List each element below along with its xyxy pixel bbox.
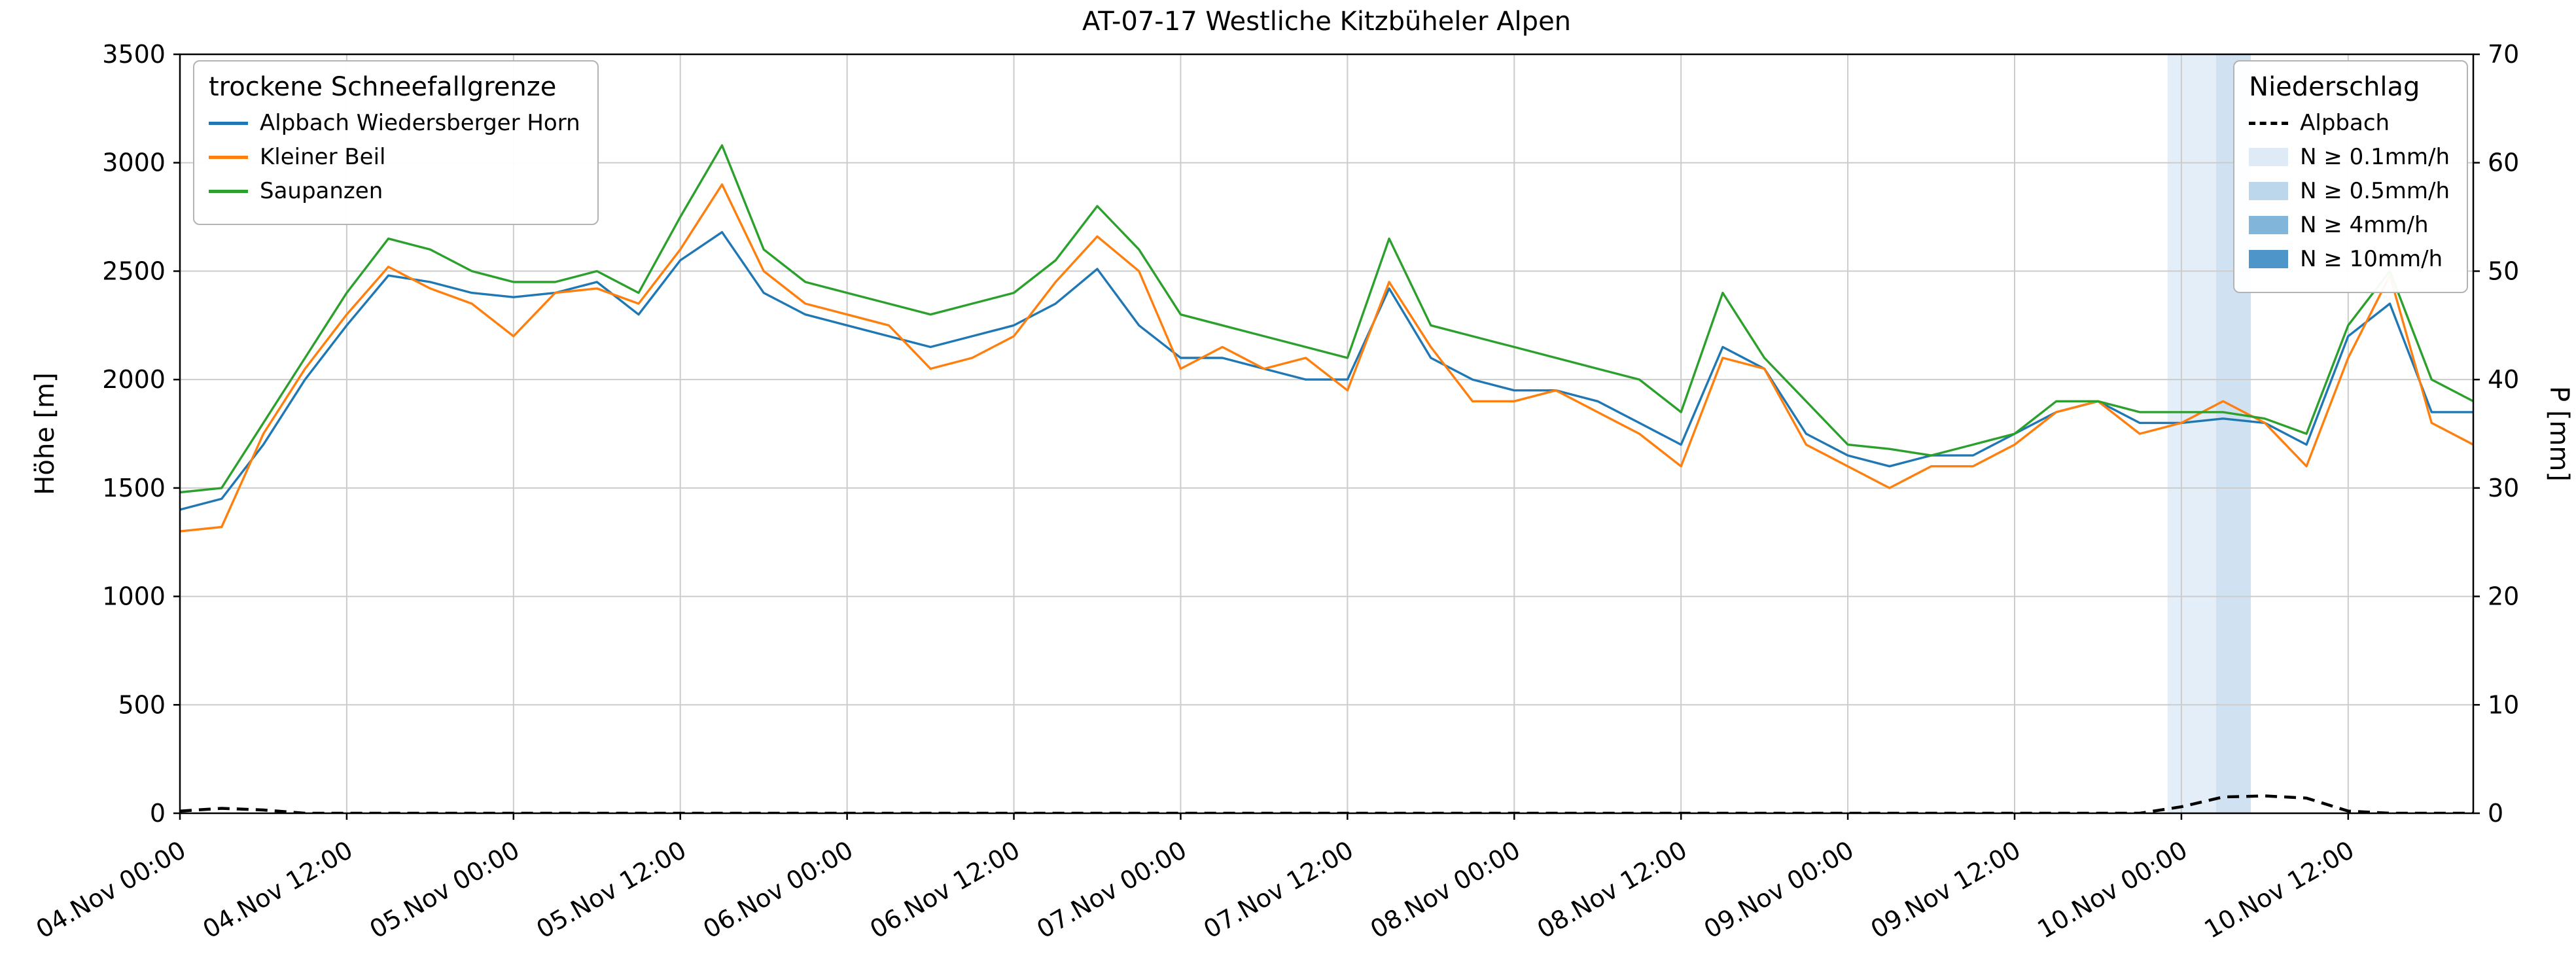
x-tick-label: 05.Nov 12:00 bbox=[531, 835, 691, 944]
legend-precipitation: Niederschlag Alpbach N ≥ 0.1mm/h N ≥ 0.5m… bbox=[2233, 60, 2468, 293]
y-axis-label-left: Höhe [m] bbox=[30, 372, 60, 495]
legend-entry-alpbach-precip: Alpbach bbox=[2249, 110, 2450, 136]
y-left-tick-label: 3500 bbox=[102, 40, 166, 69]
legend-entry-precip-band: N ≥ 0.1mm/h bbox=[2249, 144, 2450, 170]
legend-entry-precip-band: N ≥ 4mm/h bbox=[2249, 212, 2450, 238]
x-tick-label: 09.Nov 00:00 bbox=[1699, 835, 1859, 944]
precip-span bbox=[2167, 54, 2217, 813]
legend-snowfall-line: trockene Schneefallgrenze Alpbach Wieder… bbox=[193, 60, 599, 225]
legend-entry-kleiner-beil: Kleiner Beil bbox=[209, 144, 580, 170]
y-left-tick-label: 1000 bbox=[102, 582, 166, 611]
legend-label: Kleiner Beil bbox=[260, 144, 386, 170]
legend-left-title: trockene Schneefallgrenze bbox=[209, 72, 557, 102]
legend-label: N ≥ 0.5mm/h bbox=[2300, 178, 2450, 204]
legend-label: Saupanzen bbox=[260, 178, 383, 204]
series-line-alpbach-wiedersberger-horn bbox=[180, 231, 2473, 511]
y-left-tick-label: 2500 bbox=[102, 256, 166, 285]
legend-line-swatch bbox=[209, 155, 248, 159]
y-right-tick-label: 30 bbox=[2488, 474, 2519, 502]
chart-title: AT-07-17 Westliche Kitzbüheler Alpen bbox=[1082, 7, 1572, 37]
y-right-tick-label: 10 bbox=[2488, 690, 2519, 719]
series-line-saupanzen bbox=[180, 144, 2473, 494]
legend-label: Alpbach Wiedersberger Horn bbox=[260, 110, 580, 136]
legend-label: N ≥ 4mm/h bbox=[2300, 212, 2429, 238]
x-tick-label: 06.Nov 12:00 bbox=[865, 835, 1025, 944]
y-right-tick-label: 50 bbox=[2488, 256, 2519, 285]
y-right-tick-label: 40 bbox=[2488, 365, 2519, 394]
legend-label: N ≥ 0.1mm/h bbox=[2300, 144, 2450, 170]
legend-label: N ≥ 10mm/h bbox=[2300, 246, 2443, 272]
y-right-tick-label: 0 bbox=[2488, 799, 2503, 828]
legend-entry-precip-band: N ≥ 0.5mm/h bbox=[2249, 178, 2450, 204]
plot-border bbox=[179, 53, 2475, 815]
series-line-kleiner-beil bbox=[180, 183, 2473, 533]
legend-entry-saupanzen: Saupanzen bbox=[209, 178, 580, 204]
legend-label: Alpbach bbox=[2300, 110, 2390, 136]
legend-patch-swatch bbox=[2249, 216, 2289, 234]
legend-patch-swatch bbox=[2249, 250, 2289, 268]
y-left-tick-label: 0 bbox=[150, 799, 166, 828]
x-tick-label: 04.Nov 00:00 bbox=[31, 835, 191, 944]
legend-left-entries: Alpbach Wiedersberger Horn Kleiner Beil Sa… bbox=[209, 110, 580, 204]
x-tick-label: 10.Nov 00:00 bbox=[2033, 835, 2193, 944]
x-tick-label: 04.Nov 12:00 bbox=[198, 835, 358, 944]
precip-line-alpbach bbox=[180, 794, 2473, 813]
x-tick-label: 08.Nov 00:00 bbox=[1366, 835, 1525, 944]
y-axis-label-right: P [mm] bbox=[2544, 386, 2574, 482]
y-left-tick-label: 3000 bbox=[102, 149, 166, 177]
x-tick-label: 08.Nov 12:00 bbox=[1532, 835, 1692, 944]
y-left-tick-label: 500 bbox=[118, 690, 166, 719]
legend-patch-swatch bbox=[2249, 182, 2289, 200]
y-left-tick-label: 2000 bbox=[102, 365, 166, 394]
y-right-tick-label: 20 bbox=[2488, 582, 2519, 611]
legend-line-swatch bbox=[209, 189, 248, 193]
x-tick-label: 07.Nov 12:00 bbox=[1199, 835, 1358, 944]
x-tick-label: 10.Nov 12:00 bbox=[2199, 835, 2359, 944]
x-tick-label: 07.Nov 00:00 bbox=[1032, 835, 1191, 944]
legend-entry-precip-band: N ≥ 10mm/h bbox=[2249, 246, 2450, 272]
y-right-tick-label: 70 bbox=[2488, 40, 2519, 69]
legend-right-entries: N ≥ 0.1mm/h N ≥ 0.5mm/h N ≥ 4mm/h N ≥ 10mm/… bbox=[2249, 144, 2450, 272]
x-tick-label: 09.Nov 12:00 bbox=[1866, 835, 2026, 944]
dashed-line-swatch bbox=[2249, 121, 2289, 125]
legend-patch-swatch bbox=[2249, 148, 2289, 166]
x-tick-label: 05.Nov 00:00 bbox=[364, 835, 524, 944]
y-left-tick-label: 1500 bbox=[102, 474, 166, 502]
x-tick-label: 06.Nov 00:00 bbox=[698, 835, 858, 944]
legend-entry-alpbach-wiedersberger-horn: Alpbach Wiedersberger Horn bbox=[209, 110, 580, 136]
legend-right-title: Niederschlag bbox=[2249, 72, 2420, 102]
legend-line-swatch bbox=[209, 121, 248, 125]
y-right-tick-label: 60 bbox=[2488, 149, 2519, 177]
